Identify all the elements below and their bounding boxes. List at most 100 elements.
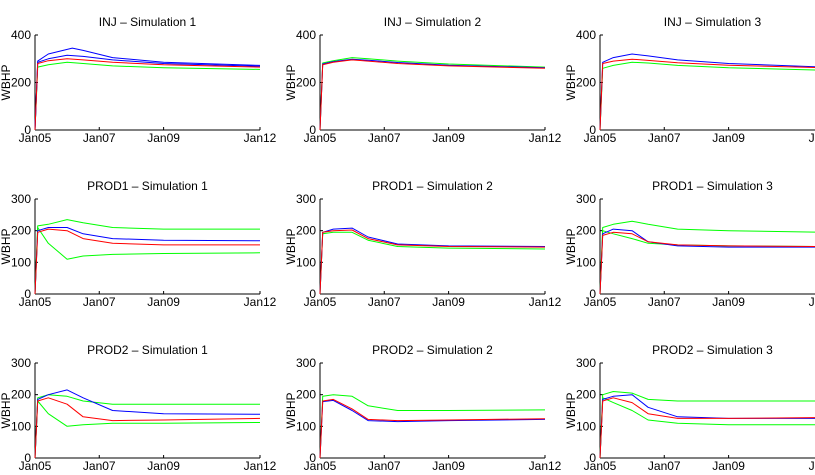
series-line-blue xyxy=(34,47,261,131)
x-tick-label: Jan12 xyxy=(244,131,277,145)
y-tick-label: 300 xyxy=(11,192,31,206)
x-tick-label: Jan05 xyxy=(19,131,52,145)
y-tick-label: 200 xyxy=(576,388,596,402)
subplot-title: PROD1 – Simulation 3 xyxy=(652,179,773,193)
x-tick-label: Jan07 xyxy=(83,459,116,473)
subplot-4: PROD1 – Simulation 1 0 100 200 300 Jan05 Jan07… xyxy=(0,179,277,309)
subplot-6: PROD1 – Simulation 3 0 100 200 300 Jan05 Jan07… xyxy=(564,179,815,309)
x-tick-label: Jan05 xyxy=(584,459,617,473)
y-axis-label: WBHP xyxy=(284,229,298,265)
x-tick-label: Jan07 xyxy=(648,459,681,473)
y-tick-label: 300 xyxy=(296,192,316,206)
series-line-blue xyxy=(319,227,546,295)
series-line-green xyxy=(599,397,815,459)
y-tick-label: 200 xyxy=(11,76,31,90)
series-line-green xyxy=(319,57,546,131)
subplot-2: INJ – Simulation 2 0 200 400 Jan05 Jan07 Jan09… xyxy=(284,15,562,145)
y-tick-label: 200 xyxy=(296,224,316,238)
series-line-green xyxy=(319,394,546,459)
subplot-9: PROD2 – Simulation 3 0 100 200 300 Jan05 Jan07… xyxy=(564,343,815,473)
x-tick-label: Jan12 xyxy=(809,295,815,309)
x-tick-label: Jan12 xyxy=(529,459,562,473)
x-tick-label: Jan09 xyxy=(432,459,465,473)
subplot-5: PROD1 – Simulation 2 0 100 200 300 Jan05 Jan07… xyxy=(284,179,562,309)
series-line-green xyxy=(34,227,261,295)
y-axis-label: WBHP xyxy=(284,393,298,429)
subplot-title: PROD2 – Simulation 2 xyxy=(372,343,493,357)
y-tick-label: 200 xyxy=(11,224,31,238)
subplot-title: INJ – Simulation 3 xyxy=(664,15,762,29)
subplot-8: PROD2 – Simulation 2 0 100 200 300 Jan05 Jan07… xyxy=(284,343,562,473)
y-tick-label: 300 xyxy=(296,356,316,370)
y-tick-label: 100 xyxy=(576,255,596,269)
y-tick-label: 0 xyxy=(589,287,596,301)
x-tick-label: Jan05 xyxy=(304,459,337,473)
y-tick-label: 0 xyxy=(309,287,316,301)
y-tick-label: 200 xyxy=(576,76,596,90)
x-tick-label: Jan05 xyxy=(584,295,617,309)
y-tick-label: 300 xyxy=(11,356,31,370)
subplot-7: PROD2 – Simulation 1 0 100 200 300 Jan05 Jan07… xyxy=(0,343,277,473)
x-tick-label: Jan12 xyxy=(244,295,277,309)
series-line-green xyxy=(599,220,815,295)
y-axis-label: WBHP xyxy=(0,393,13,429)
subplot-1: INJ – Simulation 1 0 200 400 Jan05 Jan07 Jan09… xyxy=(0,15,277,145)
subplot-title: PROD1 – Simulation 1 xyxy=(87,179,208,193)
y-tick-label: 0 xyxy=(589,451,596,465)
x-tick-label: Jan12 xyxy=(809,131,815,145)
series-line-green xyxy=(34,61,261,131)
x-tick-label: Jan12 xyxy=(809,459,815,473)
series-line-red xyxy=(599,58,815,131)
y-tick-label: 400 xyxy=(576,28,596,42)
x-tick-label: Jan05 xyxy=(19,459,52,473)
y-tick-label: 200 xyxy=(11,388,31,402)
x-tick-label: Jan09 xyxy=(712,295,745,309)
y-tick-label: 300 xyxy=(576,192,596,206)
series-line-red xyxy=(34,228,260,295)
y-tick-label: 100 xyxy=(11,419,31,433)
x-tick-label: Jan05 xyxy=(584,131,617,145)
series-line-red xyxy=(319,229,546,295)
y-tick-label: 400 xyxy=(11,28,31,42)
series-line-red xyxy=(319,59,546,131)
y-tick-label: 0 xyxy=(24,123,31,137)
x-tick-label: Jan05 xyxy=(304,131,337,145)
x-tick-label: Jan09 xyxy=(712,131,745,145)
y-axis-label: WBHP xyxy=(284,65,298,101)
x-tick-label: Jan07 xyxy=(648,295,681,309)
series-line-green xyxy=(599,391,815,459)
x-tick-label: Jan05 xyxy=(19,295,52,309)
y-tick-label: 0 xyxy=(309,451,316,465)
y-tick-label: 400 xyxy=(296,28,316,42)
series-line-blue xyxy=(319,58,546,131)
x-tick-label: Jan09 xyxy=(147,295,180,309)
y-tick-label: 0 xyxy=(24,451,31,465)
subplot-title: INJ – Simulation 1 xyxy=(99,15,197,29)
series-line-red xyxy=(34,58,261,131)
x-tick-label: Jan12 xyxy=(529,295,562,309)
series-line-red xyxy=(599,397,815,459)
y-tick-label: 200 xyxy=(576,224,596,238)
series-line-green xyxy=(599,61,815,131)
y-tick-label: 100 xyxy=(11,255,31,269)
series-line-red xyxy=(599,231,815,295)
x-tick-label: Jan07 xyxy=(648,131,681,145)
x-tick-label: Jan12 xyxy=(529,131,562,145)
y-axis-label: WBHP xyxy=(564,229,578,265)
series-line-green xyxy=(599,230,815,295)
x-tick-label: Jan09 xyxy=(712,459,745,473)
subplot-title: INJ – Simulation 2 xyxy=(384,15,482,29)
series-line-green xyxy=(34,400,261,459)
series-line-green xyxy=(319,231,546,295)
y-tick-label: 0 xyxy=(309,123,316,137)
y-tick-label: 0 xyxy=(24,287,31,301)
y-tick-label: 300 xyxy=(576,356,596,370)
y-tick-label: 100 xyxy=(296,419,316,433)
y-tick-label: 100 xyxy=(296,255,316,269)
y-tick-label: 200 xyxy=(296,76,316,90)
x-tick-label: Jan09 xyxy=(432,295,465,309)
series-line-blue xyxy=(34,54,261,131)
subplot-3: INJ – Simulation 3 0 200 400 Jan05 Jan07 Jan09… xyxy=(564,15,815,145)
x-tick-label: Jan09 xyxy=(147,459,180,473)
